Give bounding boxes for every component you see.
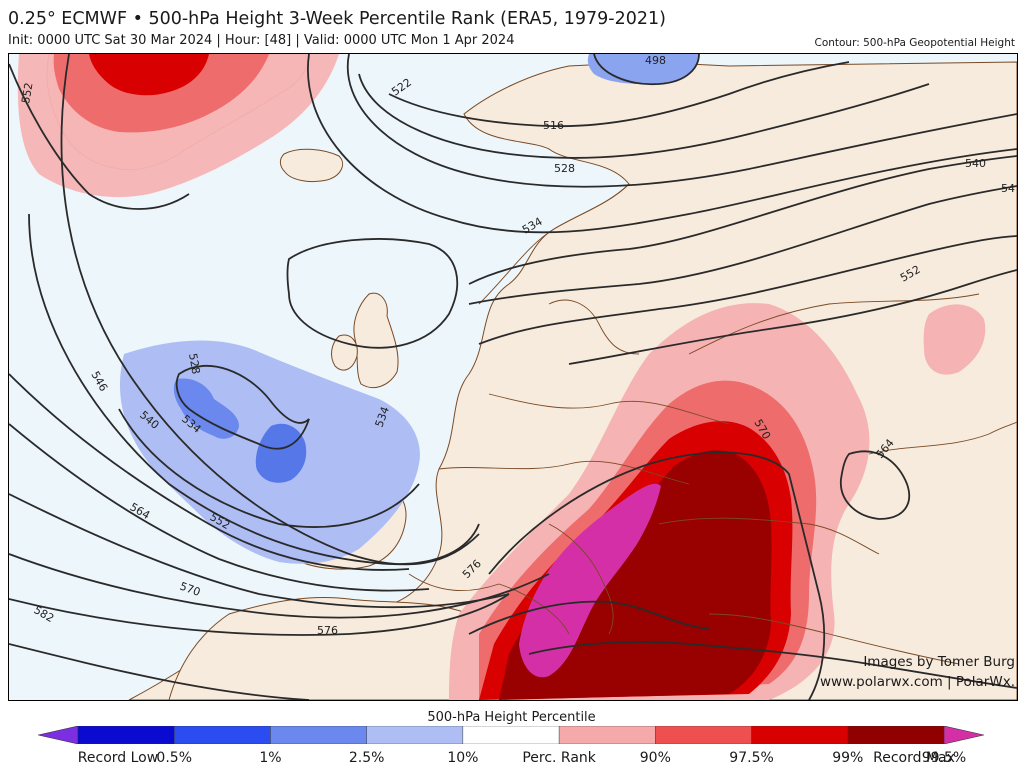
colorbar-tick-label: Record Max <box>873 750 955 766</box>
border-mediterranean <box>408 573 570 635</box>
shade-low-atlantic-core-a <box>173 378 239 439</box>
contour-570 <box>9 553 550 619</box>
colorbar-segment-record-max <box>943 726 984 744</box>
contour-label-540: 540 <box>965 157 986 170</box>
contour-label-498: 498 <box>645 54 666 67</box>
contour-564 <box>9 493 510 609</box>
border-central-europe-1 <box>438 460 690 485</box>
colorbar-tick-label: 2.5% <box>348 750 385 766</box>
contour-low-atlantic-540 <box>118 408 420 528</box>
contour-low-atlantic-534 <box>175 364 310 450</box>
colorbar-tick-label: 97.5% <box>729 750 774 766</box>
shade-high-europe-record <box>519 483 661 678</box>
colorbar-segment <box>366 726 464 744</box>
contour-576 <box>9 593 510 636</box>
colorbar-segments <box>38 726 984 744</box>
land-britain <box>353 292 399 388</box>
contour-528a <box>346 54 1017 188</box>
contour-label-570: 570 <box>178 580 202 599</box>
colorbar-tick-label: 90% <box>639 750 671 766</box>
contour-label-534: 534 <box>520 215 545 237</box>
contour-low-atlantic-mid <box>28 213 480 565</box>
map-panel: 552 522 498 516 528 540 54 534 552 528 5… <box>8 53 1018 701</box>
colorbar <box>38 726 984 744</box>
contour-540a <box>468 155 1017 285</box>
contour-582-europe <box>528 641 1017 689</box>
contour-description: Contour: 500-hPa Geopotential Height <box>814 37 1015 49</box>
contour-546a <box>468 185 1017 305</box>
contour-label-576-africa: 576 <box>317 624 338 637</box>
contour-522 <box>358 73 930 159</box>
contour-552a <box>478 235 1017 345</box>
height-contours <box>9 54 1017 700</box>
border-kazakh <box>868 421 1017 455</box>
colorbar-segment <box>751 726 848 744</box>
border-middle-east <box>708 613 960 665</box>
contour-label-516: 516 <box>543 119 564 132</box>
contour-582 <box>9 643 310 700</box>
contour-low-inner <box>286 238 458 349</box>
colorbar-tick-label: 99.5% <box>921 750 967 766</box>
colorbar-title: 500-hPa Height Percentile <box>427 710 596 725</box>
colorbar-tick-label: 0.5% <box>156 750 193 766</box>
land-iceland <box>279 148 343 183</box>
colorbar-tick-label: Record Low <box>77 750 159 766</box>
credit-author: Images by Tomer Burg <box>863 654 1015 670</box>
colorbar-tick-label: 1% <box>259 750 282 766</box>
contour-546-west <box>9 373 410 571</box>
border-balkans <box>548 523 614 635</box>
colorbar-segment-record-low <box>38 726 79 744</box>
contour-516 <box>388 61 850 128</box>
contour-558a <box>568 269 1017 365</box>
shade-high-greenland-core <box>89 54 209 96</box>
contour-498 <box>593 54 700 86</box>
contour-label-552-greenland: 552 <box>19 82 35 105</box>
contour-564-caspian <box>840 450 911 520</box>
contour-570-europe <box>488 451 826 700</box>
shade-low-atlantic-core-b <box>255 423 307 483</box>
borders <box>408 183 1017 665</box>
percentile-shading <box>17 54 986 700</box>
contour-552-west <box>9 423 430 592</box>
border-central-europe-2 <box>488 393 730 425</box>
colorbar-tick-label: 10% <box>447 750 479 766</box>
map-canvas: 552 522 498 516 528 540 54 534 552 528 5… <box>9 54 1017 700</box>
colorbar-segment <box>558 726 656 744</box>
contour-label-54: 54 <box>1001 182 1015 195</box>
contour-576-europe <box>468 600 710 635</box>
colorbar-segment <box>77 726 175 744</box>
contour-label-582: 582 <box>32 603 57 625</box>
border-turkey <box>658 517 880 555</box>
map-title: 0.25° ECMWF • 500-hPa Height 3-Week Perc… <box>8 9 666 29</box>
colorbar-segment <box>174 726 271 744</box>
colorbar-segment <box>847 726 945 744</box>
colorbar-tick-label: 99% <box>832 750 864 766</box>
colorbar-segment <box>462 726 560 744</box>
colorbar-segment <box>655 726 752 744</box>
colorbar-tick-label: Perc. Rank <box>522 750 596 766</box>
contour-label-546: 546 <box>88 369 110 394</box>
colorbar-segment <box>270 726 367 744</box>
contour-552-greenland <box>9 63 190 210</box>
credit-website: www.polarwx.com | PolarWx. <box>820 674 1015 690</box>
map-subtitle: Init: 0000 UTC Sat 30 Mar 2024 | Hour: [… <box>8 33 515 48</box>
contour-534a <box>307 54 1017 234</box>
border-scandinavia <box>478 183 630 305</box>
shade-high-caspian <box>923 304 986 375</box>
contour-label-528-atlantic: 528 <box>186 352 202 375</box>
contour-label-528: 528 <box>554 162 575 175</box>
border-baltic <box>548 299 640 355</box>
